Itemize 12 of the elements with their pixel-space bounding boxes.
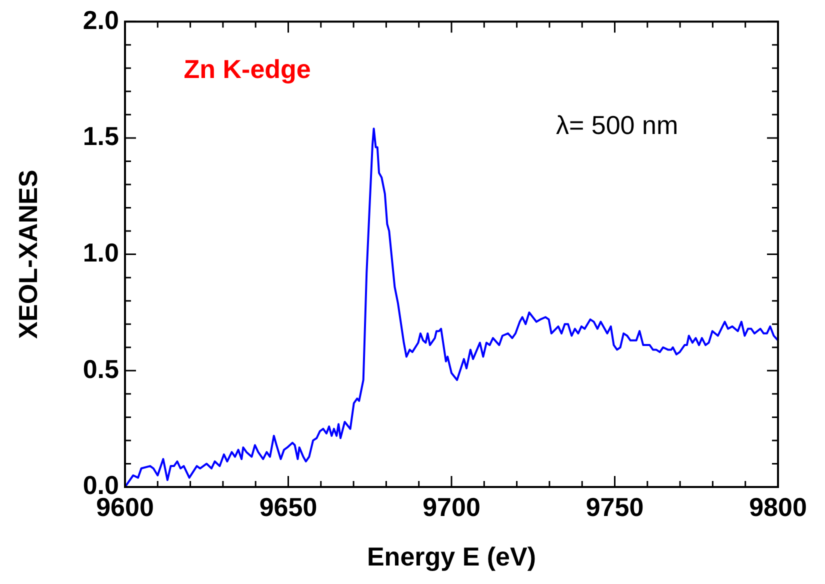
- annotation: λ= 500 nm: [556, 110, 678, 142]
- x-tick-label: 9650: [259, 492, 318, 522]
- x-tick-label: 9800: [749, 492, 807, 522]
- annotation: Zn K-edge: [184, 54, 311, 86]
- x-axis-title: Energy E (eV): [366, 542, 536, 572]
- x-tick-label: 9700: [422, 492, 480, 522]
- y-axis-title: XEOL-XANES: [12, 170, 43, 339]
- y-tick-label: 2.0: [82, 4, 119, 35]
- y-tick-label: 1.5: [82, 121, 119, 152]
- y-tick-label: 0.5: [82, 354, 119, 384]
- y-tick-label: 1.0: [82, 237, 119, 268]
- x-tick-label: 9750: [586, 492, 644, 522]
